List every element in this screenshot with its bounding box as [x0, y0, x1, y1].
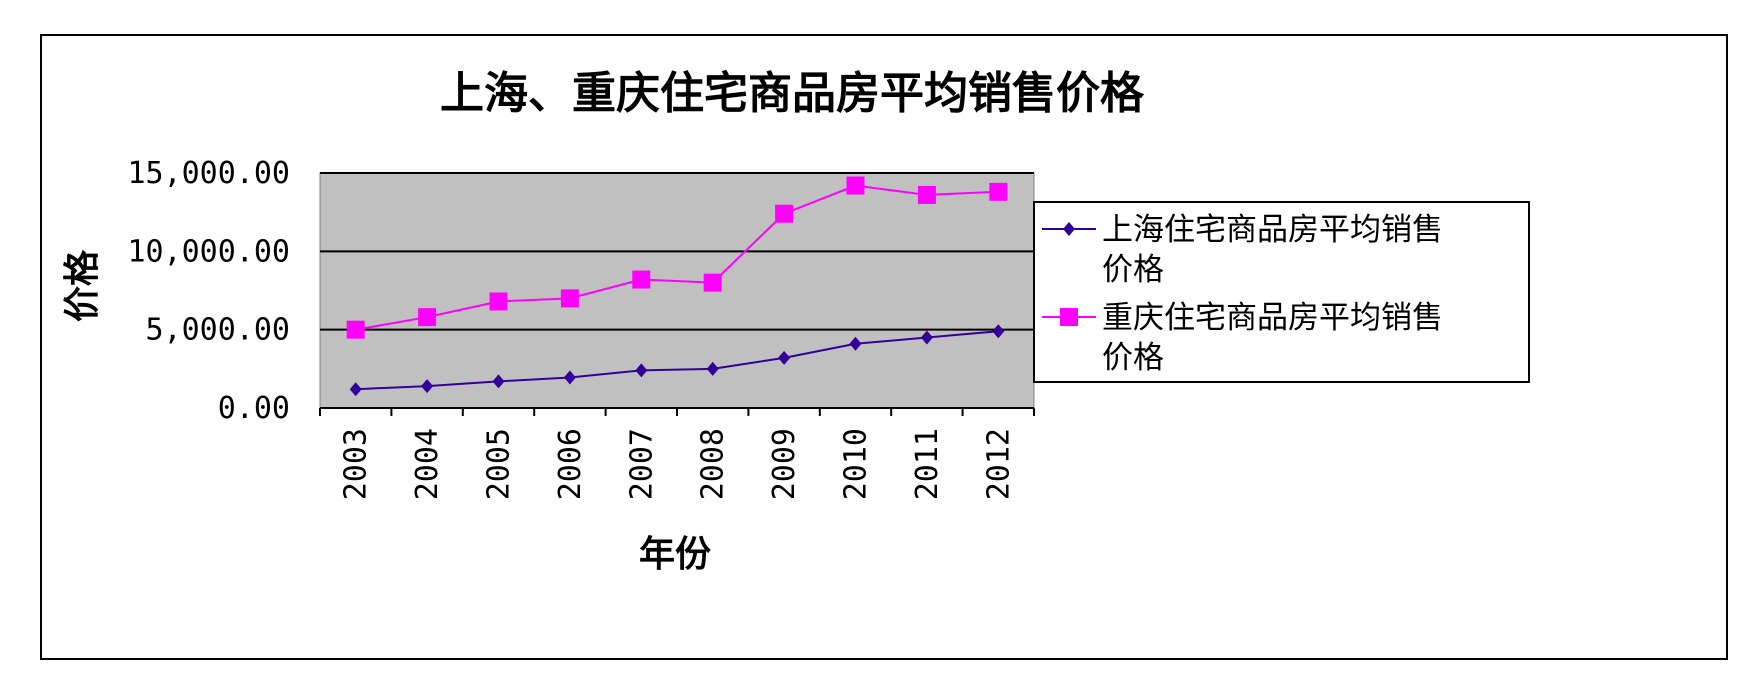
chart-title: 上海、重庆住宅商品房平均销售价格	[440, 68, 1145, 119]
data-point	[632, 270, 651, 289]
data-point	[492, 374, 505, 389]
x-tick-label: 2011	[910, 428, 945, 500]
plot-area	[319, 172, 1035, 416]
x-axis-title: 年份	[639, 534, 711, 575]
series-line	[355, 184, 999, 331]
x-tick-label: 2008	[696, 428, 731, 500]
series-2	[346, 176, 1008, 339]
y-tick-label: 5,000.00	[146, 313, 291, 348]
data-point	[706, 361, 719, 376]
data-point	[846, 176, 865, 195]
legend-label: 上海住宅商品房平均销售	[1102, 212, 1443, 248]
x-tick-label: 2005	[482, 428, 517, 500]
data-point	[349, 382, 362, 397]
data-point	[421, 379, 434, 394]
legend-label: 价格	[1102, 340, 1164, 376]
x-tick-label: 2003	[339, 428, 374, 500]
x-axis-ticks: 2003 2004 2005 2006 2007 2008 2009 2010 2011 2012	[339, 428, 1017, 500]
x-tick-label: 2009	[767, 428, 802, 500]
data-point	[849, 336, 862, 351]
x-tick-label: 2004	[410, 428, 445, 500]
y-axis-title: 价格	[62, 249, 103, 322]
data-point	[992, 324, 1005, 339]
y-axis-ticks: 0.00 5,000.00 10,000.00 15,000.00	[127, 156, 290, 426]
data-point	[920, 330, 933, 345]
data-point	[563, 370, 576, 385]
data-point	[778, 350, 791, 365]
data-point	[775, 204, 794, 223]
x-tick-label: 2012	[981, 428, 1016, 500]
data-point	[703, 273, 722, 292]
legend-item: 重庆住宅商品房平均销售价格	[1042, 300, 1443, 376]
legend-box	[1033, 201, 1530, 383]
y-tick-label: 15,000.00	[127, 156, 290, 191]
line-chart: 上海、重庆住宅商品房平均销售价格 0.00 5,000.00 10,000.00 15…	[62, 68, 1530, 575]
y-tick-label: 0.00	[218, 391, 290, 426]
chart-frame: 上海、重庆住宅商品房平均销售价格 0.00 5,000.00 10,000.00 15…	[40, 34, 1728, 660]
legend-label: 价格	[1102, 252, 1164, 288]
data-point	[346, 320, 365, 339]
x-tick-label: 2010	[839, 428, 874, 500]
data-point	[489, 292, 508, 311]
data-point	[989, 182, 1008, 201]
legend-label: 重庆住宅商品房平均销售	[1102, 300, 1443, 336]
data-point	[917, 185, 936, 204]
series-line	[355, 330, 999, 391]
legend-marker	[1063, 222, 1075, 236]
data-point	[635, 363, 648, 378]
x-tick-label: 2006	[553, 428, 588, 500]
y-tick-label: 10,000.00	[127, 234, 290, 269]
plot-background	[319, 172, 1035, 409]
series-1	[349, 324, 1005, 397]
legend-marker	[1060, 308, 1078, 326]
data-point	[418, 308, 437, 327]
x-tick-label: 2007	[624, 428, 659, 500]
data-point	[560, 289, 579, 308]
